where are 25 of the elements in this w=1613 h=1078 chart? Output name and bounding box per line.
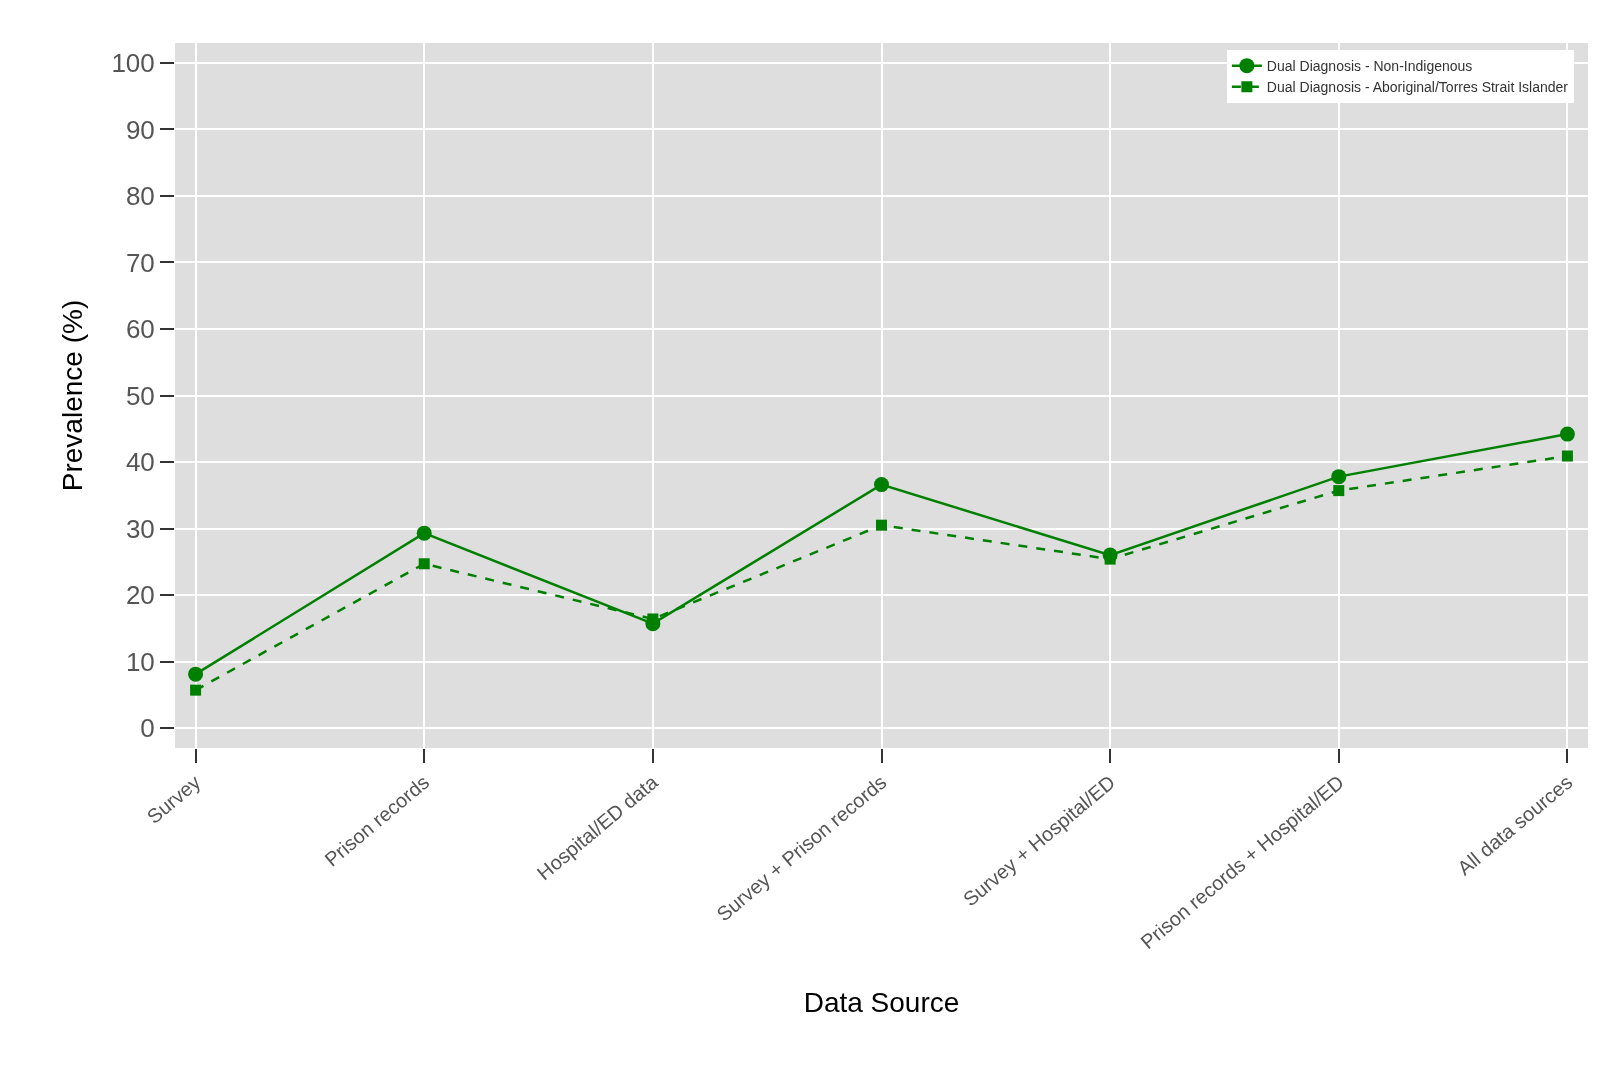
legend-label: Dual Diagnosis - Non-Indigenous: [1266, 58, 1473, 75]
y-tick-label: 0: [140, 713, 155, 744]
legend-label: Dual Diagnosis - Aboriginal/Torres Strait Islander: [1266, 79, 1569, 96]
point: [1559, 426, 1575, 442]
point: [1331, 469, 1347, 485]
y-axis-title: Prevalence (%): [57, 299, 89, 492]
y-tick-label: 50: [125, 380, 155, 411]
y-tick-label: 40: [125, 447, 155, 478]
point: [874, 477, 889, 493]
y-tick-label: 70: [125, 247, 155, 278]
y-tick-label: 20: [125, 580, 155, 611]
y-tick-label: 80: [125, 181, 155, 212]
y-tick-label: 30: [125, 513, 155, 544]
x-axis-title: Data Source: [803, 987, 960, 1019]
point: [1561, 450, 1573, 462]
point: [876, 519, 887, 531]
y-tick-label: 100: [111, 48, 155, 79]
point: [1333, 485, 1345, 497]
y-tick-label: 60: [125, 314, 155, 345]
point: [418, 558, 430, 570]
point: [188, 666, 204, 682]
y-tick-label: 10: [125, 646, 155, 677]
point: [190, 684, 202, 696]
y-tick-label: 90: [125, 114, 155, 145]
point: [416, 525, 432, 541]
